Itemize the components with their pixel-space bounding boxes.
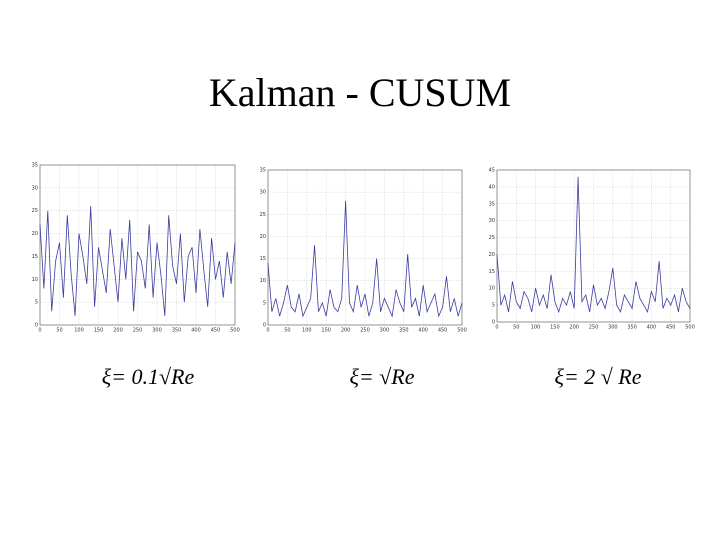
x-tick-label: 500 [230,328,240,334]
x-tick-label: 450 [438,328,448,334]
y-tick-label: 25 [260,212,266,218]
x-tick-label: 350 [172,328,182,334]
x-tick-label: 0 [495,325,498,331]
y-tick-label: 35 [32,163,38,169]
x-tick-label: 100 [74,328,84,334]
x-tick-label: 200 [113,328,123,334]
caption: ξ= 0.1√Re [102,364,195,389]
y-tick-label: 25 [32,208,38,214]
x-tick-label: 150 [321,328,331,334]
y-tick-label: 0 [492,320,495,326]
x-tick-label: 250 [360,328,370,334]
axes-frame [496,169,691,323]
data-line [39,206,236,316]
x-tick-label: 300 [152,328,162,334]
y-tick-label: 30 [489,218,495,224]
y-tick-label: 5 [35,300,38,306]
x-tick-label: 50 [56,328,62,334]
x-tick-label: 150 [94,328,104,334]
y-tick-label: 20 [32,231,38,237]
y-tick-label: 25 [489,235,495,241]
x-tick-label: 350 [399,328,409,334]
y-tick-label: 20 [489,252,495,258]
y-tick-label: 10 [260,278,266,284]
x-tick-label: 300 [608,325,618,331]
y-tick-label: 40 [489,184,495,190]
x-tick-label: 500 [457,328,467,334]
y-tick-label: 15 [489,269,495,275]
x-tick-label: 450 [211,328,221,334]
y-tick-label: 15 [260,256,266,262]
x-tick-label: 50 [284,328,290,334]
y-tick-label: 5 [263,300,266,306]
data-line [267,200,463,318]
x-tick-label: 200 [341,328,351,334]
x-tick-label: 200 [569,325,579,331]
x-tick-label: 400 [191,328,201,334]
y-tick-label: 0 [263,323,266,329]
y-tick-label: 30 [260,190,266,196]
axes-frame [267,169,463,326]
y-tick-label: 45 [489,168,495,174]
y-tick-label: 10 [489,286,495,292]
x-tick-label: 50 [513,325,519,331]
x-tick-label: 450 [666,325,676,331]
x-tick-label: 400 [647,325,657,331]
x-tick-label: 350 [627,325,637,331]
y-tick-label: 30 [32,185,38,191]
x-tick-label: 500 [685,325,695,331]
x-tick-label: 400 [418,328,428,334]
x-tick-label: 250 [589,325,599,331]
y-tick-label: 0 [35,323,38,329]
x-tick-label: 0 [266,328,269,334]
x-tick-label: 300 [380,328,390,334]
slide-title: Kalman - CUSUM [209,70,511,115]
x-tick-label: 150 [550,325,560,331]
x-tick-label: 0 [38,328,41,334]
y-tick-label: 35 [260,168,266,174]
y-tick-label: 15 [32,254,38,260]
y-tick-label: 5 [492,303,495,309]
caption: ξ= √Re [349,364,414,389]
caption: ξ= 2 √ Re [554,364,641,389]
y-tick-label: 20 [260,234,266,240]
y-tick-label: 10 [32,277,38,283]
x-tick-label: 100 [302,328,312,334]
y-tick-label: 35 [489,201,495,207]
x-tick-label: 250 [133,328,143,334]
data-line [496,176,691,314]
x-tick-label: 100 [531,325,541,331]
